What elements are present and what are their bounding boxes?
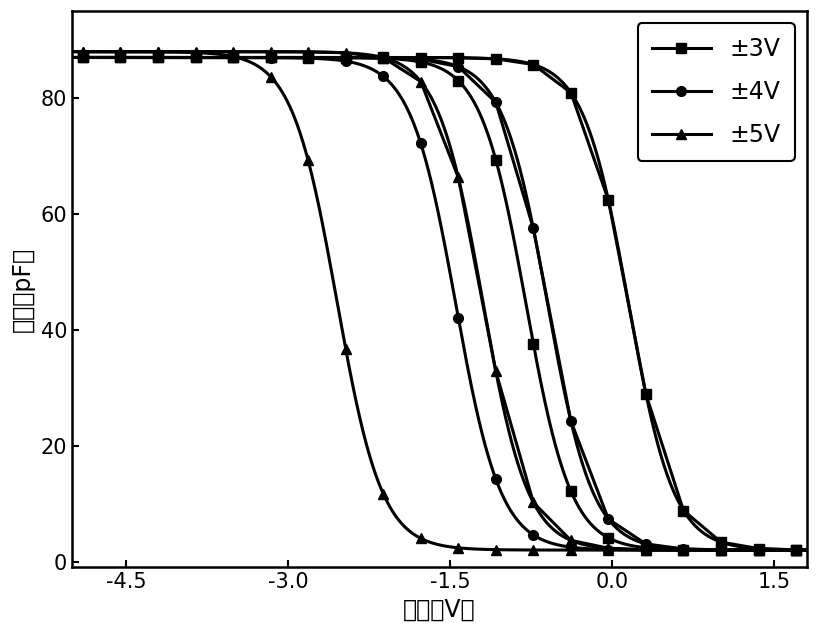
±4V <box>679 545 689 553</box>
±4V <box>566 417 576 425</box>
±4V <box>266 54 276 61</box>
Legend: ±3V, ±4V, ±5V: ±3V, ±4V, ±5V <box>638 23 795 161</box>
±5V <box>266 48 276 56</box>
±3V <box>341 54 351 61</box>
±3V <box>191 54 200 61</box>
±4V <box>528 225 538 232</box>
±3V <box>78 54 88 61</box>
±4V <box>303 54 313 61</box>
±3V <box>378 54 388 61</box>
X-axis label: 电压（V）: 电压（V） <box>403 598 476 622</box>
±3V <box>153 54 163 61</box>
±4V <box>191 54 200 61</box>
±4V <box>491 99 501 106</box>
±3V <box>716 538 726 546</box>
±3V <box>641 391 651 398</box>
±5V <box>303 48 313 56</box>
±3V <box>791 546 801 554</box>
±4V <box>228 54 238 61</box>
±4V <box>604 515 614 523</box>
±5V <box>378 54 388 61</box>
±5V <box>528 499 538 506</box>
±4V <box>753 546 763 554</box>
±4V <box>115 54 125 61</box>
Y-axis label: 电容（pF）: 电容（pF） <box>11 247 35 332</box>
±3V <box>753 545 763 553</box>
Line: ±5V: ±5V <box>78 47 801 555</box>
±4V <box>378 54 388 61</box>
±5V <box>453 173 463 181</box>
±5V <box>191 48 200 56</box>
±4V <box>453 63 463 70</box>
±5V <box>791 546 801 554</box>
±4V <box>716 546 726 554</box>
±3V <box>528 61 538 68</box>
±5V <box>566 537 576 544</box>
±3V <box>303 54 313 61</box>
±3V <box>604 196 614 204</box>
±3V <box>416 54 425 61</box>
±3V <box>115 54 125 61</box>
±5V <box>716 546 726 554</box>
±3V <box>228 54 238 61</box>
±5V <box>679 546 689 554</box>
±4V <box>416 56 425 63</box>
±3V <box>266 54 276 61</box>
±3V <box>491 55 501 63</box>
±5V <box>341 49 351 56</box>
±5V <box>78 48 88 56</box>
±4V <box>341 54 351 61</box>
Line: ±3V: ±3V <box>78 53 801 555</box>
±5V <box>115 48 125 56</box>
±5V <box>753 546 763 554</box>
±4V <box>78 54 88 61</box>
Line: ±4V: ±4V <box>78 53 801 555</box>
±4V <box>153 54 163 61</box>
±4V <box>791 546 801 554</box>
±3V <box>453 54 463 61</box>
±3V <box>566 89 576 96</box>
±5V <box>491 368 501 375</box>
±5V <box>153 48 163 56</box>
±5V <box>416 78 425 85</box>
±5V <box>641 546 651 553</box>
±5V <box>604 544 614 552</box>
±3V <box>679 507 689 515</box>
±4V <box>641 540 651 548</box>
±5V <box>228 48 238 56</box>
